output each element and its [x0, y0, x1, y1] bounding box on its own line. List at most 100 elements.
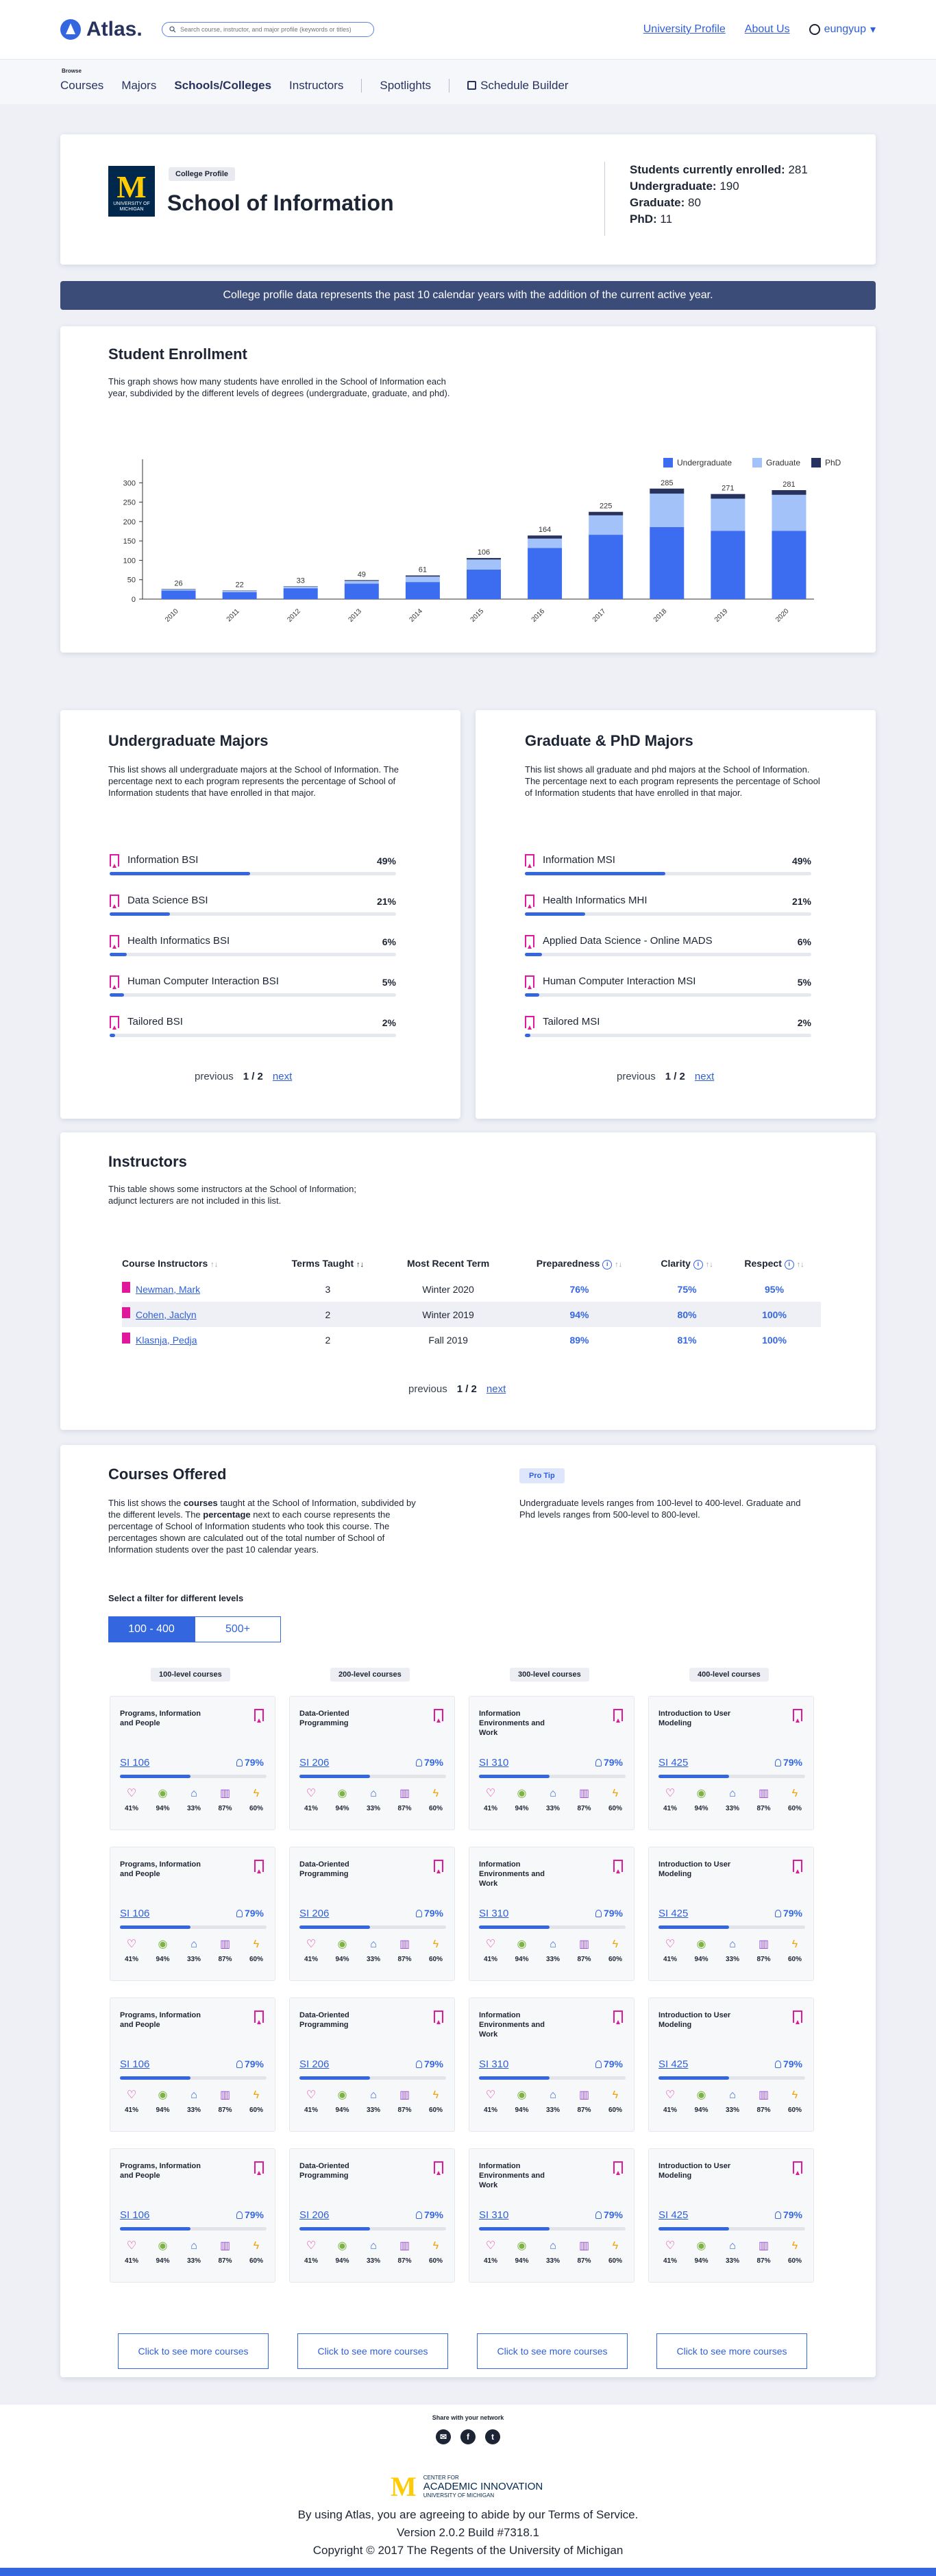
nav-schools-colleges[interactable]: Schools/Colleges — [174, 79, 272, 92]
course-card[interactable]: Data-Oriented Programming SI 206 79% ♡ 41% ◉ 9… — [289, 2148, 455, 2283]
course-code-link[interactable]: SI 106 — [120, 2209, 150, 2221]
bookmark-icon[interactable] — [254, 1860, 264, 1873]
see-more-courses-button[interactable]: Click to see more courses — [477, 2333, 628, 2369]
course-code-link[interactable]: SI 310 — [479, 1757, 509, 1769]
bookmark-icon[interactable] — [434, 2161, 443, 2175]
filter-500-plus[interactable]: 500+ — [195, 1616, 281, 1642]
major-item[interactable]: Health Informatics BSI 6% — [110, 935, 396, 969]
course-card[interactable]: Information Environments and Work SI 310 7… — [469, 1696, 635, 1830]
col-clarity[interactable]: Clarity i ↑↓ — [661, 1257, 713, 1269]
pager-previous[interactable]: previous — [408, 1383, 447, 1395]
bookmark-icon[interactable] — [110, 1016, 119, 1030]
course-code-link[interactable]: SI 106 — [120, 2058, 150, 2070]
pager-next[interactable]: next — [272, 1071, 293, 1082]
twitter-icon[interactable]: t — [485, 2429, 500, 2444]
pager-previous[interactable]: previous — [617, 1071, 656, 1082]
col-course-instructors[interactable]: Course Instructors ↑↓ — [122, 1258, 219, 1269]
bookmark-icon[interactable] — [122, 1333, 130, 1344]
pager-next[interactable]: next — [486, 1383, 506, 1395]
course-card[interactable]: Introduction to User Modeling SI 425 79% ♡ 4… — [648, 1696, 814, 1830]
major-item[interactable]: Tailored MSI 2% — [525, 1016, 811, 1050]
course-card[interactable]: Data-Oriented Programming SI 206 79% ♡ 41% ◉ 9… — [289, 1997, 455, 2132]
major-item[interactable]: Information BSI 49% — [110, 854, 396, 888]
bookmark-icon[interactable] — [525, 935, 534, 949]
bookmark-icon[interactable] — [793, 2010, 802, 2024]
course-card[interactable]: Data-Oriented Programming SI 206 79% ♡ 41% ◉ 9… — [289, 1847, 455, 1981]
course-code-link[interactable]: SI 206 — [299, 1757, 330, 1769]
course-code-link[interactable]: SI 310 — [479, 2058, 509, 2070]
bookmark-icon[interactable] — [525, 895, 534, 908]
col-respect[interactable]: Respect i ↑↓ — [744, 1257, 804, 1269]
course-code-link[interactable]: SI 425 — [658, 2209, 689, 2221]
nav-majors[interactable]: Majors — [121, 79, 157, 92]
bookmark-icon[interactable] — [254, 2010, 264, 2024]
atlas-logo[interactable]: Atlas. — [60, 18, 162, 41]
major-item[interactable]: Applied Data Science - Online MADS 6% — [525, 935, 811, 969]
filter-100-400[interactable]: 100 - 400 — [108, 1616, 195, 1642]
bookmark-icon[interactable] — [613, 1860, 623, 1873]
course-card[interactable]: Programs, Information and People SI 106 79… — [110, 1696, 275, 1830]
nav-spotlights[interactable]: Spotlights — [380, 79, 432, 92]
instructor-link[interactable]: Cohen, Jaclyn — [136, 1309, 197, 1320]
info-icon[interactable]: i — [602, 1259, 613, 1269]
course-code-link[interactable]: SI 310 — [479, 1908, 509, 1919]
course-card[interactable]: Introduction to User Modeling SI 425 79% ♡ 4… — [648, 2148, 814, 2283]
course-card[interactable]: Information Environments and Work SI 310 7… — [469, 1847, 635, 1981]
search-input[interactable] — [180, 26, 365, 33]
pager-next[interactable]: next — [694, 1071, 715, 1082]
course-card[interactable]: Information Environments and Work SI 310 7… — [469, 1997, 635, 2132]
major-item[interactable]: Information MSI 49% — [525, 854, 811, 888]
facebook-icon[interactable]: f — [460, 2429, 476, 2444]
course-code-link[interactable]: SI 425 — [658, 2058, 689, 2070]
see-more-courses-button[interactable]: Click to see more courses — [297, 2333, 448, 2369]
major-item[interactable]: Tailored BSI 2% — [110, 1016, 396, 1050]
bookmark-icon[interactable] — [793, 2161, 802, 2175]
search-box[interactable] — [162, 22, 374, 37]
col-preparedness[interactable]: Preparedness i ↑↓ — [536, 1257, 623, 1269]
course-card[interactable]: Programs, Information and People SI 106 79… — [110, 2148, 275, 2283]
instructor-link[interactable]: Klasnja, Pedja — [136, 1334, 197, 1346]
major-item[interactable]: Human Computer Interaction BSI 5% — [110, 975, 396, 1010]
bookmark-icon[interactable] — [613, 1709, 623, 1723]
nav-schedule-builder[interactable]: Schedule Builder — [467, 79, 569, 93]
nav-instructors[interactable]: Instructors — [289, 79, 344, 92]
bookmark-icon[interactable] — [122, 1307, 130, 1318]
bookmark-icon[interactable] — [254, 2161, 264, 2175]
info-icon[interactable]: i — [784, 1259, 794, 1269]
course-card[interactable]: Information Environments and Work SI 310 7… — [469, 2148, 635, 2283]
about-us-link[interactable]: About Us — [744, 23, 790, 35]
bookmark-icon[interactable] — [793, 1709, 802, 1723]
bookmark-icon[interactable] — [254, 1709, 264, 1723]
bookmark-icon[interactable] — [434, 1709, 443, 1723]
bookmark-icon[interactable] — [525, 854, 534, 868]
instructor-link[interactable]: Newman, Mark — [136, 1283, 201, 1295]
bookmark-icon[interactable] — [613, 2161, 623, 2175]
bookmark-icon[interactable] — [110, 895, 119, 908]
bookmark-icon[interactable] — [110, 854, 119, 868]
bookmark-icon[interactable] — [525, 975, 534, 989]
course-code-link[interactable]: SI 206 — [299, 2058, 330, 2070]
bookmark-icon[interactable] — [110, 935, 119, 949]
bookmark-icon[interactable] — [793, 1860, 802, 1873]
course-card[interactable]: Data-Oriented Programming SI 206 79% ♡ 41% ◉ 9… — [289, 1696, 455, 1830]
course-card[interactable]: Introduction to User Modeling SI 425 79% ♡ 4… — [648, 1997, 814, 2132]
col-terms-taught[interactable]: Terms Taught ↑↓ — [291, 1258, 365, 1269]
bookmark-icon[interactable] — [434, 1860, 443, 1873]
email-icon[interactable]: ✉ — [436, 2429, 451, 2444]
course-code-link[interactable]: SI 206 — [299, 2209, 330, 2221]
nav-courses[interactable]: Courses — [60, 79, 104, 92]
major-item[interactable]: Data Science BSI 21% — [110, 895, 396, 929]
course-code-link[interactable]: SI 425 — [658, 1908, 689, 1919]
course-code-link[interactable]: SI 310 — [479, 2209, 509, 2221]
university-profile-link[interactable]: University Profile — [643, 23, 726, 35]
major-item[interactable]: Health Informatics MHI 21% — [525, 895, 811, 929]
bookmark-icon[interactable] — [613, 2010, 623, 2024]
course-card[interactable]: Introduction to User Modeling SI 425 79% ♡ 4… — [648, 1847, 814, 1981]
pager-previous[interactable]: previous — [195, 1071, 234, 1082]
major-item[interactable]: Human Computer Interaction MSI 5% — [525, 975, 811, 1010]
course-code-link[interactable]: SI 425 — [658, 1757, 689, 1769]
info-icon[interactable]: i — [693, 1259, 703, 1269]
bookmark-icon[interactable] — [122, 1282, 130, 1293]
course-code-link[interactable]: SI 106 — [120, 1908, 150, 1919]
course-code-link[interactable]: SI 106 — [120, 1757, 150, 1769]
